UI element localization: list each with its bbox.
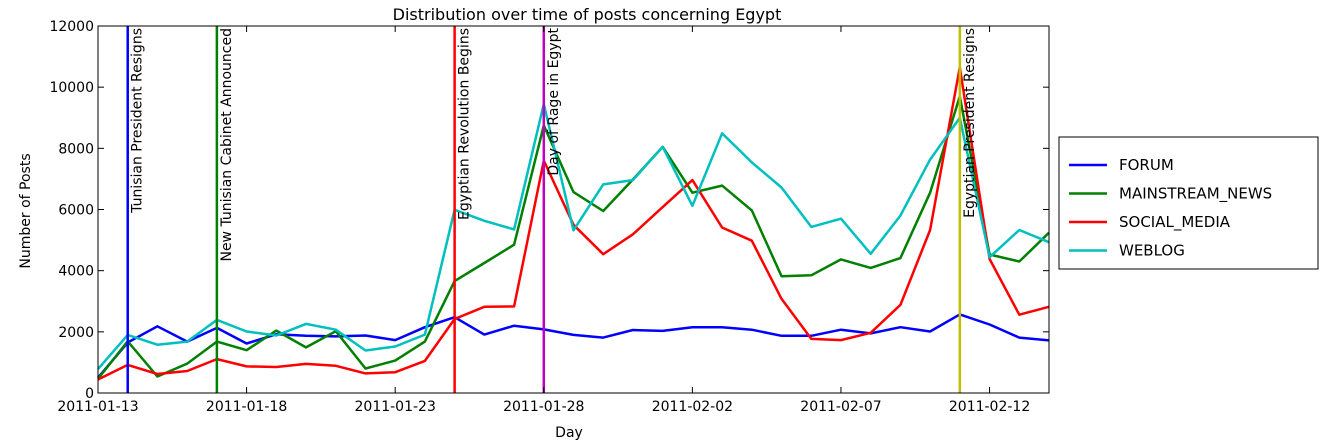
series-line-forum [97, 313, 1050, 379]
series-line-social-media [97, 66, 1050, 381]
legend-entry: MAINSTREAM_NEWS [1119, 185, 1272, 204]
y-tick-label: 0 [85, 386, 94, 402]
x-tick-label: 2011-01-18 [206, 399, 287, 415]
event-label: New Tunisian Cabinet Announced [219, 28, 235, 262]
y-tick-label: 6000 [58, 203, 94, 219]
event-label: Day of Rage in Egypt [546, 28, 562, 176]
event-label: Egyptian President Resigns [962, 28, 978, 218]
series-line-weblog [97, 102, 1050, 370]
x-tick-label: 2011-01-23 [355, 399, 436, 415]
y-tick-label: 12000 [49, 19, 94, 35]
chart-title: Distribution over time of posts concerni… [393, 5, 782, 24]
x-axis-label: Day [555, 425, 583, 441]
axes-frame [97, 25, 1050, 394]
legend-entry: SOCIAL_MEDIA [1119, 213, 1231, 232]
y-tick-label: 8000 [58, 141, 94, 157]
y-tick-label: 10000 [49, 80, 94, 96]
x-tick-label: 2011-02-02 [652, 399, 733, 415]
plot-area: Tunisian President Resigns New Tunisian C… [49, 19, 1050, 415]
legend-entry: WEBLOG [1119, 242, 1185, 260]
x-tick-label: 2011-01-28 [503, 399, 584, 415]
legend: FORUM MAINSTREAM_NEWS SOCIAL_MEDIA WEBLOG [1058, 136, 1319, 270]
event-label: Tunisian President Resigns [130, 28, 146, 214]
series-line-mainstream-news [97, 95, 1050, 380]
y-axis-label: Number of Posts [18, 153, 34, 268]
y-tick-label: 4000 [58, 264, 94, 280]
x-tick-label: 2011-02-12 [949, 399, 1030, 415]
legend-frame [1058, 136, 1319, 270]
x-tick-label: 2011-01-13 [57, 399, 138, 415]
event-label: Egyptian Revolution Begins [457, 28, 473, 220]
y-tick-label: 2000 [58, 325, 94, 341]
x-tick-label: 2011-02-07 [800, 399, 881, 415]
legend-entry: FORUM [1119, 156, 1174, 174]
